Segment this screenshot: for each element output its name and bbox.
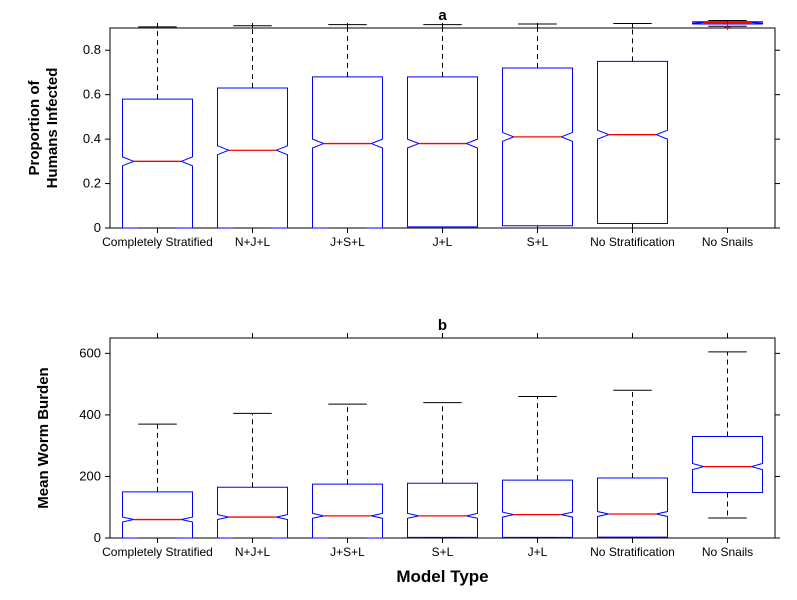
box xyxy=(503,68,573,226)
ytick-label: 200 xyxy=(79,468,101,483)
xtick-label: N+J+L xyxy=(235,545,271,559)
ytick-label: 400 xyxy=(79,407,101,422)
xtick-label: No Snails xyxy=(702,235,753,249)
panel_b-ylabel: Mean Worm Burden xyxy=(35,367,52,508)
box xyxy=(123,492,193,538)
x-axis-label: Model Type xyxy=(396,567,488,586)
ytick-label: 0.6 xyxy=(83,87,101,102)
xtick-label: S+L xyxy=(432,545,454,559)
figure-container: a 0 0.2 0.4 0.6 0.8 Proportion ofHumans Infect… xyxy=(0,0,797,600)
box xyxy=(503,480,573,537)
xtick-label: J+L xyxy=(433,235,453,249)
box xyxy=(123,99,193,228)
ytick-label: 0 xyxy=(94,530,101,545)
panel_b-title: b xyxy=(438,317,447,334)
box xyxy=(313,77,383,228)
box xyxy=(408,77,478,227)
xtick-label: S+L xyxy=(527,235,549,249)
box xyxy=(218,88,288,228)
ytick-label: 0.2 xyxy=(83,176,101,191)
ytick-label: 0.8 xyxy=(83,42,101,57)
panel_a-title: a xyxy=(438,7,447,24)
box xyxy=(408,483,478,537)
figure-svg: a 0 0.2 0.4 0.6 0.8 Proportion ofHumans Infect… xyxy=(0,0,797,600)
xtick-label: J+S+L xyxy=(330,235,365,249)
panel-b: b 0 200 400 600 Mean Worm Burden Completely St… xyxy=(35,317,780,559)
box xyxy=(598,61,668,223)
ytick-label: 0 xyxy=(94,220,101,235)
panel_a-ylabel: Proportion ofHumans Infected xyxy=(26,68,61,189)
box xyxy=(313,484,383,538)
box xyxy=(218,487,288,538)
ytick-label: 0.4 xyxy=(83,131,101,146)
xtick-label: J+S+L xyxy=(330,545,365,559)
box xyxy=(598,478,668,537)
xtick-label: No Stratification xyxy=(590,235,675,249)
xtick-label: Completely Stratified xyxy=(102,545,213,559)
xtick-label: No Snails xyxy=(702,545,753,559)
xtick-label: Completely Stratified xyxy=(102,235,213,249)
ytick-label: 600 xyxy=(79,345,101,360)
box xyxy=(693,436,763,492)
xtick-label: N+J+L xyxy=(235,235,271,249)
panel-a: a 0 0.2 0.4 0.6 0.8 Proportion ofHumans Infect… xyxy=(26,7,780,249)
xtick-label: J+L xyxy=(528,545,548,559)
xtick-label: No Stratification xyxy=(590,545,675,559)
